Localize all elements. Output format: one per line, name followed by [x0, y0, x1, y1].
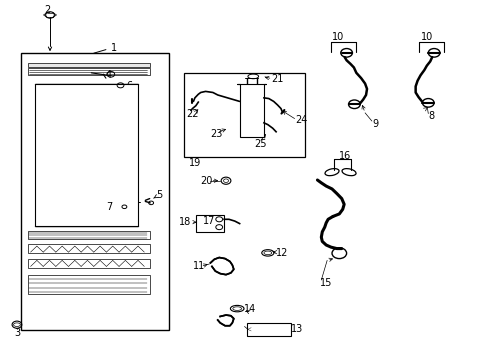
Text: 3: 3: [14, 328, 20, 338]
Text: 15: 15: [319, 278, 331, 288]
Polygon shape: [217, 315, 233, 326]
Text: 9: 9: [371, 118, 377, 129]
Text: 22: 22: [186, 109, 198, 119]
Text: 25: 25: [254, 139, 266, 149]
Text: 24: 24: [295, 115, 307, 125]
Text: 4: 4: [106, 70, 112, 80]
Bar: [28, 63, 149, 67]
Text: 19: 19: [188, 158, 201, 168]
Text: 14: 14: [243, 304, 255, 314]
Bar: [246, 323, 290, 336]
Text: 1: 1: [111, 43, 117, 53]
Bar: [28, 68, 149, 75]
Text: 2: 2: [44, 5, 51, 15]
Text: 6: 6: [126, 81, 133, 91]
Bar: [183, 73, 305, 157]
Text: 10: 10: [420, 32, 432, 42]
Bar: [35, 84, 137, 226]
Text: 12: 12: [276, 248, 288, 258]
Text: 18: 18: [179, 217, 191, 227]
Text: 23: 23: [210, 129, 223, 139]
Bar: [28, 244, 149, 253]
Bar: [196, 215, 224, 232]
Text: 21: 21: [271, 73, 283, 84]
Text: 10: 10: [331, 32, 344, 42]
Bar: [28, 231, 149, 239]
Bar: [21, 53, 169, 330]
Polygon shape: [237, 84, 266, 137]
Bar: [28, 258, 149, 267]
Text: 17: 17: [203, 216, 215, 226]
Text: 20: 20: [201, 176, 213, 186]
Text: 11: 11: [193, 261, 205, 271]
Text: 8: 8: [427, 111, 433, 121]
Text: 16: 16: [339, 151, 351, 161]
Bar: [28, 275, 149, 294]
Polygon shape: [210, 257, 233, 275]
Text: 7: 7: [106, 202, 112, 212]
Text: 5: 5: [156, 190, 162, 200]
Text: 13: 13: [290, 324, 303, 334]
